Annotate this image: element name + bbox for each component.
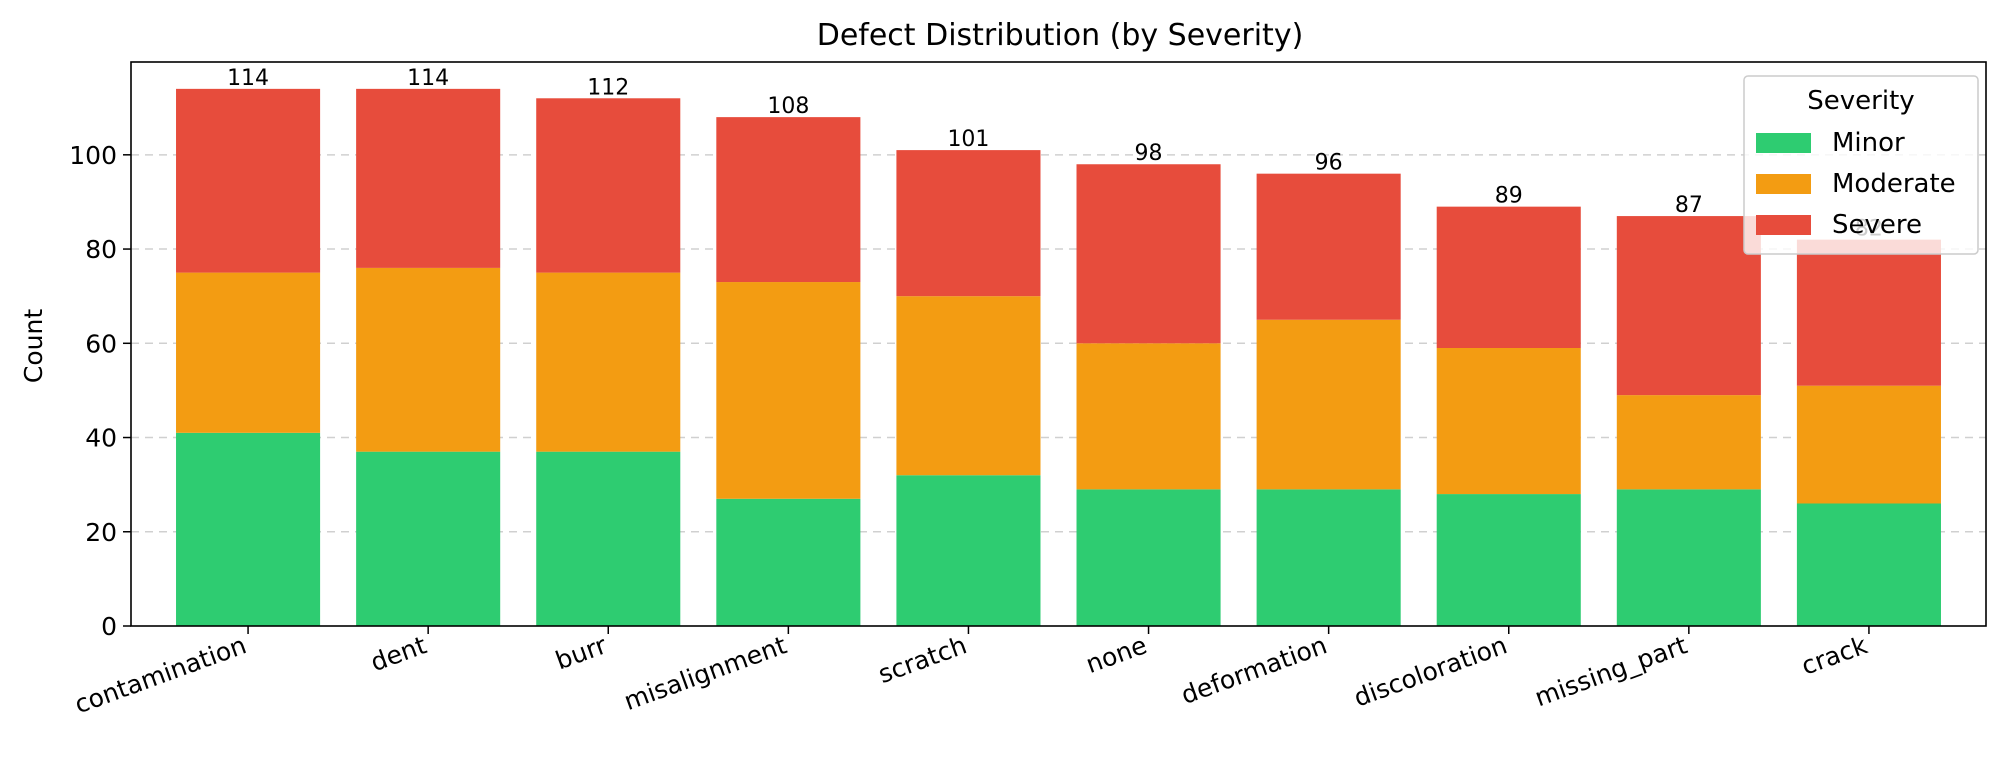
legend-label-severe: Severe [1832, 210, 1922, 240]
bar-minor-misalignment [716, 498, 861, 626]
legend-title: Severity [1807, 86, 1914, 116]
bar-minor-none [1076, 489, 1221, 626]
total-label: 112 [587, 75, 629, 100]
total-label: 108 [767, 94, 809, 119]
y-tick-label: 20 [85, 518, 117, 547]
bar-severe-none [1076, 164, 1221, 344]
y-axis: 0 20 40 60 80 100 [69, 141, 131, 641]
bar-moderate-discoloration [1436, 348, 1581, 495]
y-tick-label: 60 [85, 329, 117, 358]
bar-moderate-none [1076, 343, 1221, 490]
bar-minor-missing_part [1616, 489, 1761, 626]
total-labels: 1141141121081019896898782 [227, 66, 1883, 242]
y-tick-label: 80 [85, 235, 117, 264]
bar-severe-dent [356, 88, 501, 268]
x-tick-label: scratch [874, 630, 970, 689]
total-label: 101 [947, 127, 989, 152]
legend-box [1743, 75, 1979, 255]
y-axis-label: Count [19, 309, 48, 383]
total-label: 114 [407, 66, 449, 91]
bar-minor-contamination [176, 432, 321, 626]
legend-swatch-severe [1756, 215, 1811, 235]
bar-moderate-missing_part [1616, 395, 1761, 490]
bar-severe-deformation [1256, 173, 1401, 320]
bar-moderate-misalignment [716, 282, 861, 499]
x-tick-label: discoloration [1350, 630, 1511, 712]
bar-moderate-contamination [176, 272, 321, 433]
x-tick-label: crack [1798, 630, 1872, 681]
x-axis: contamination dent burr misalignment scratch… [71, 626, 1872, 719]
bar-minor-dent [356, 451, 501, 626]
bar-minor-deformation [1256, 489, 1401, 626]
x-tick-label: misalignment [620, 630, 790, 716]
x-tick-label: deformation [1177, 630, 1330, 709]
bar-severe-discoloration [1436, 206, 1581, 349]
legend-label-minor: Minor [1832, 128, 1905, 158]
x-tick-label: none [1082, 630, 1151, 679]
bar-severe-missing_part [1616, 216, 1761, 396]
legend-swatch-minor [1756, 133, 1811, 153]
bar-minor-discoloration [1436, 494, 1581, 626]
x-tick-label: contamination [71, 630, 250, 719]
bar-moderate-burr [536, 272, 681, 452]
bar-severe-misalignment [716, 117, 861, 283]
bar-severe-crack [1796, 239, 1941, 386]
y-tick-label: 100 [69, 141, 117, 170]
legend-items: Minor Moderate Severe [1756, 128, 1956, 240]
bar-moderate-scratch [896, 296, 1041, 476]
total-label: 87 [1675, 193, 1703, 218]
total-label: 96 [1315, 151, 1343, 176]
y-tick-label: 0 [101, 612, 117, 641]
bar-minor-burr [536, 451, 681, 626]
y-tick-label: 40 [85, 424, 117, 453]
total-label: 89 [1495, 184, 1523, 209]
x-tick-label: dent [367, 630, 431, 677]
bar-minor-scratch [896, 475, 1041, 626]
bars [176, 88, 1941, 626]
bar-moderate-dent [356, 267, 501, 452]
legend: Severity Minor Moderate Severe [1743, 75, 1979, 255]
x-tick-label: missing_part [1531, 630, 1691, 712]
chart-title: Defect Distribution (by Severity) [817, 18, 1304, 53]
bar-severe-burr [536, 98, 681, 273]
bar-severe-scratch [896, 150, 1041, 297]
legend-label-moderate: Moderate [1832, 169, 1956, 199]
legend-swatch-moderate [1756, 174, 1811, 194]
bar-minor-crack [1796, 503, 1941, 626]
total-label: 114 [227, 66, 269, 91]
bar-moderate-crack [1796, 385, 1941, 504]
total-label: 98 [1135, 141, 1163, 166]
bar-moderate-deformation [1256, 319, 1401, 490]
x-tick-label: burr [552, 630, 611, 675]
bar-severe-contamination [176, 88, 321, 273]
